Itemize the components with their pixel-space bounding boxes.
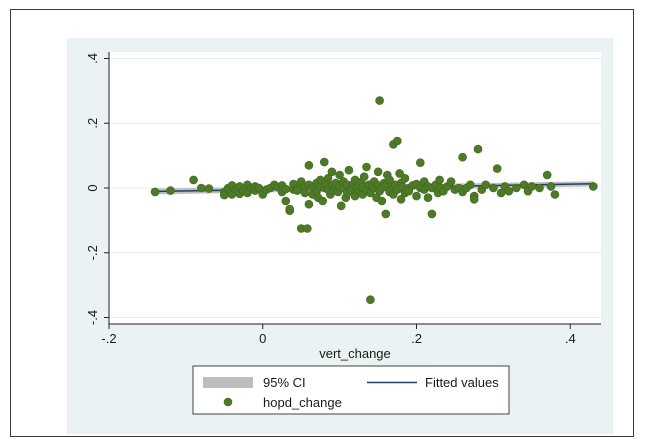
y-tick-label-0: -.4 [85, 310, 100, 325]
data-point-104 [385, 175, 394, 185]
data-point-142 [465, 180, 475, 190]
data-points [150, 96, 598, 305]
data-point-4 [204, 184, 214, 193]
y-axis: -.4 -.2 0 .2 .4 [85, 52, 110, 325]
data-point-100 [381, 209, 391, 219]
data-point-157 [535, 183, 544, 193]
legend-point-swatch [223, 397, 233, 407]
data-point-27 [281, 184, 291, 194]
legend: 95% CI Fitted values hopd_change [192, 365, 510, 415]
y-tick-label-3: .2 [85, 118, 100, 129]
data-point-96 [375, 96, 384, 105]
y-tick-label-4: .4 [85, 53, 100, 64]
data-point-116 [400, 174, 410, 183]
legend-series-label: hopd_change [263, 395, 342, 410]
data-point-34 [293, 186, 302, 195]
graph-window: -.2 0.2.4 -.4 -.2 0.2.4 vert_change 95% CI … [10, 9, 634, 437]
data-point-30 [285, 204, 294, 214]
data-point-3 [197, 183, 206, 193]
data-point-50 [318, 196, 327, 206]
data-point-148 [489, 183, 498, 193]
data-point-147 [481, 180, 491, 190]
data-point-156 [527, 182, 537, 191]
data-point-153 [512, 183, 521, 193]
data-point-149 [492, 164, 502, 173]
data-point-28 [281, 196, 291, 206]
data-point-98 [377, 196, 387, 206]
data-point-40 [304, 199, 314, 209]
legend-fit-label: Fitted values [425, 375, 499, 390]
graph-panel: -.2 0.2.4 -.4 -.2 0.2.4 vert_change 95% CI … [67, 38, 613, 434]
x-tick-label-0: -.2 [101, 331, 116, 346]
x-axis-title: vert_change [319, 346, 391, 361]
data-point-58 [327, 167, 337, 177]
data-point-111 [395, 169, 404, 178]
data-point-123 [415, 158, 425, 167]
data-point-94 [373, 167, 383, 177]
scatter-chart: -.2 0.2.4 -.4-.20.2.4 vert_change 95% CI … [85, 52, 601, 415]
data-point-132 [435, 175, 444, 185]
data-point-39 [303, 224, 312, 233]
data-point-159 [546, 182, 556, 191]
data-point-42 [304, 161, 314, 170]
data-point-120 [412, 191, 421, 201]
legend-ci-swatch [203, 377, 253, 388]
data-point-55 [323, 174, 333, 183]
data-point-144 [469, 195, 479, 204]
y-tick-label-2: 0 [85, 184, 100, 191]
data-point-87 [366, 295, 375, 305]
data-point-52 [319, 157, 329, 167]
data-point-139 [458, 152, 467, 162]
data-point-65 [336, 201, 346, 211]
data-point-1 [166, 186, 175, 195]
data-point-129 [427, 209, 437, 219]
y-tick-label-1: -.2 [85, 245, 100, 260]
legend-box [192, 365, 510, 415]
x-tick-label-3: .4 [565, 331, 576, 346]
data-point-126 [423, 193, 433, 202]
data-point-161 [588, 182, 598, 191]
x-tick-label-1: 0 [259, 331, 266, 346]
data-point-145 [473, 144, 483, 154]
legend-ci-label: 95% CI [263, 375, 306, 390]
data-point-112 [396, 195, 406, 204]
x-axis: -.2 0 .2 .4 [101, 323, 601, 346]
x-tick-label-2: .2 [411, 331, 422, 346]
data-point-85 [362, 162, 371, 172]
data-point-136 [446, 177, 456, 186]
data-point-160 [550, 190, 560, 199]
data-point-0 [150, 187, 160, 197]
data-point-64 [335, 170, 344, 180]
data-point-6 [220, 190, 229, 200]
data-point-158 [542, 170, 552, 180]
data-point-2 [189, 175, 198, 185]
data-point-152 [504, 186, 514, 196]
data-point-109 [392, 136, 402, 146]
data-point-71 [344, 165, 354, 175]
data-point-83 [359, 172, 369, 181]
